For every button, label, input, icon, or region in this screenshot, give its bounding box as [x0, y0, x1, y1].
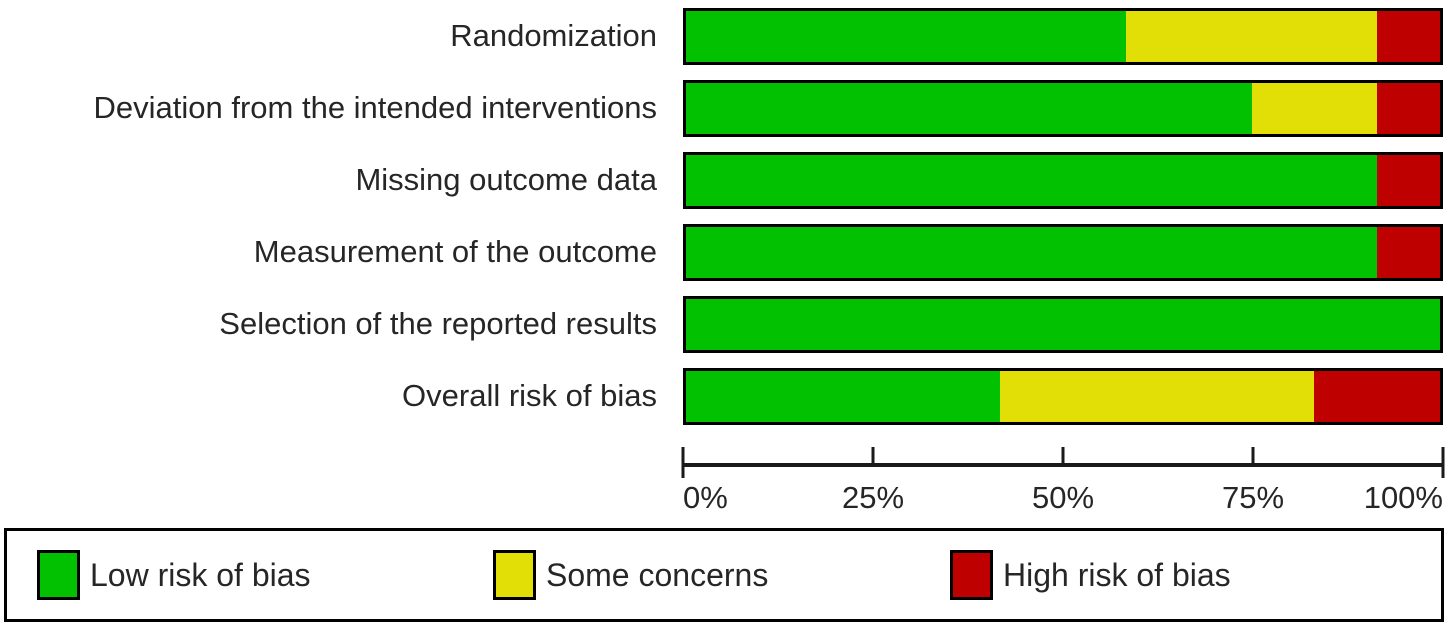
- x-axis: 0% 25% 50% 75% 100%: [681, 447, 1445, 519]
- x-axis-tick: [681, 447, 685, 478]
- legend-swatch-high-risk: [950, 550, 993, 600]
- category-label: Measurement of the outcome: [253, 234, 657, 270]
- chart-row: Measurement of the outcome: [0, 224, 1449, 281]
- chart-row: Deviation from the intended intervention…: [0, 80, 1449, 137]
- x-axis-tick: [1441, 447, 1445, 478]
- bar-segment-low-risk: [686, 155, 1378, 206]
- bar-segment-some-concerns: [1251, 83, 1378, 134]
- stacked-bar: [683, 224, 1443, 281]
- legend-item-high-risk: High risk of bias: [950, 531, 1231, 619]
- legend-swatch-some-concerns: [493, 550, 536, 600]
- bar-segment-low-risk: [686, 227, 1378, 278]
- x-axis-tick: [1251, 447, 1255, 467]
- legend-label: High risk of bias: [1003, 556, 1231, 593]
- bar-segment-high-risk: [1377, 155, 1440, 206]
- bar-segment-high-risk: [1377, 227, 1440, 278]
- x-axis-tick: [1061, 447, 1065, 467]
- bar-segment-some-concerns: [1000, 371, 1315, 422]
- x-axis-tick-label: 100%: [1363, 480, 1443, 515]
- chart-row: Selection of the reported results: [0, 296, 1449, 353]
- x-axis-tick-label: 0%: [683, 480, 728, 515]
- category-label: Randomization: [450, 18, 657, 54]
- chart-rows: Randomization Deviation from the intended…: [0, 8, 1449, 440]
- bar-segment-low-risk: [686, 11, 1126, 62]
- bar-segment-high-risk: [1314, 371, 1440, 422]
- bar-segment-high-risk: [1377, 11, 1440, 62]
- legend-label: Low risk of bias: [90, 556, 311, 593]
- category-label: Deviation from the intended intervention…: [93, 90, 658, 126]
- stacked-bar: [683, 8, 1443, 65]
- stacked-bar: [683, 368, 1443, 425]
- legend-item-some-concerns: Some concerns: [493, 531, 768, 619]
- chart-row: Overall risk of bias: [0, 368, 1449, 425]
- bar-segment-low-risk: [686, 299, 1440, 350]
- x-axis-tick-label: 50%: [1031, 480, 1095, 515]
- chart-row: Missing outcome data: [0, 152, 1449, 209]
- legend: Low risk of bias Some concerns High risk o…: [4, 528, 1444, 622]
- category-label: Missing outcome data: [355, 162, 657, 198]
- bar-segment-some-concerns: [1125, 11, 1378, 62]
- bar-segment-low-risk: [686, 371, 1001, 422]
- legend-label: Some concerns: [546, 556, 769, 593]
- x-axis-tick: [871, 447, 875, 467]
- bar-segment-high-risk: [1377, 83, 1440, 134]
- x-axis-tick-label: 25%: [841, 480, 905, 515]
- stacked-bar: [683, 80, 1443, 137]
- legend-swatch-low-risk: [37, 550, 80, 600]
- legend-item-low-risk: Low risk of bias: [37, 531, 311, 619]
- category-label: Selection of the reported results: [219, 306, 657, 342]
- category-label: Overall risk of bias: [402, 378, 657, 414]
- bar-segment-low-risk: [686, 83, 1252, 134]
- stacked-bar: [683, 296, 1443, 353]
- chart-row: Randomization: [0, 8, 1449, 65]
- x-axis-tick-label: 75%: [1221, 480, 1285, 515]
- stacked-bar: [683, 152, 1443, 209]
